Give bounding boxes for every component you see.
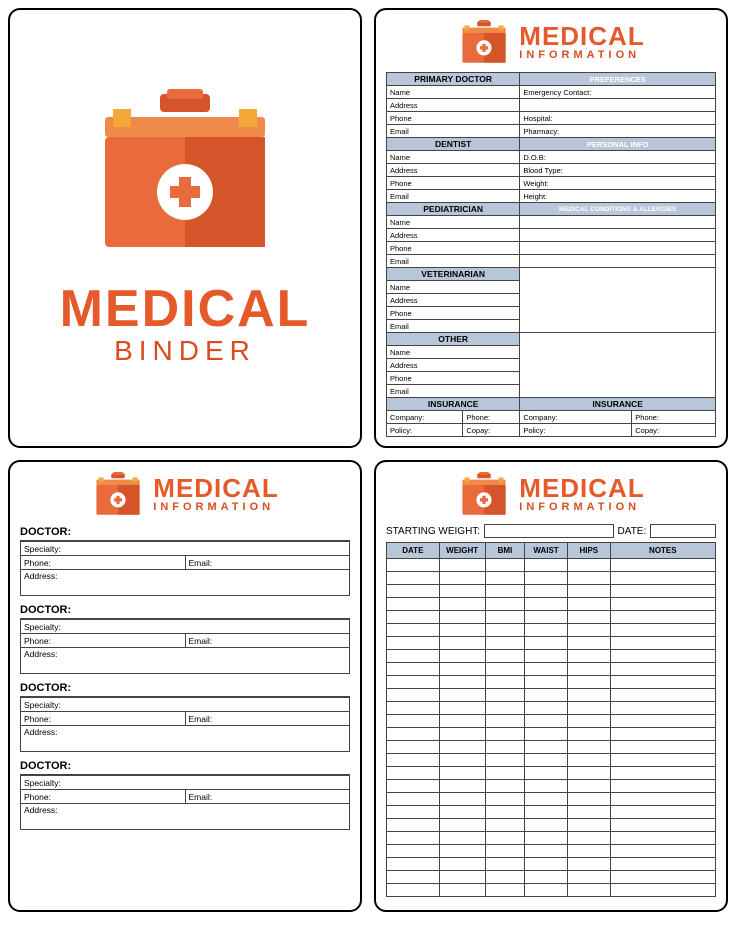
medical-kit-icon <box>457 472 511 518</box>
doctor-title: DOCTOR: <box>20 680 350 697</box>
header-title: MEDICAL <box>519 475 644 501</box>
date-label: DATE: <box>618 526 647 537</box>
info-table: PRIMARY DOCTORPREFERENCESNameEmergency C… <box>386 72 716 437</box>
date-input[interactable] <box>650 524 716 538</box>
doctors-header: MEDICAL INFORMATION <box>20 472 350 518</box>
header-subtitle: INFORMATION <box>519 49 644 62</box>
doctors-list: DOCTOR:Specialty:Phone:Email:Address:DOC… <box>20 524 350 830</box>
cover-subtitle: BINDER <box>114 335 256 367</box>
weight-card: MEDICAL INFORMATION STARTING WEIGHT: DAT… <box>374 460 728 912</box>
starting-weight-row: STARTING WEIGHT: DATE: <box>386 524 716 538</box>
header-title: MEDICAL <box>519 23 644 49</box>
starting-weight-label: STARTING WEIGHT: <box>386 526 480 537</box>
info-header: MEDICAL INFORMATION <box>386 20 716 66</box>
starting-weight-input[interactable] <box>484 524 613 538</box>
doctor-block: DOCTOR:Specialty:Phone:Email:Address: <box>20 680 350 752</box>
doctor-title: DOCTOR: <box>20 524 350 541</box>
doctors-card: MEDICAL INFORMATION DOCTOR:Specialty:Pho… <box>8 460 362 912</box>
medical-kit-icon <box>91 472 145 518</box>
medical-kit-icon <box>457 20 511 66</box>
doctor-title: DOCTOR: <box>20 758 350 775</box>
doctor-block: DOCTOR:Specialty:Phone:Email:Address: <box>20 602 350 674</box>
header-title: MEDICAL <box>153 475 278 501</box>
header-subtitle: INFORMATION <box>153 501 278 514</box>
weight-table: DATEWEIGHTBMIWAISTHIPSNOTES <box>386 542 716 897</box>
doctor-block: DOCTOR:Specialty:Phone:Email:Address: <box>20 758 350 830</box>
doctor-block: DOCTOR:Specialty:Phone:Email:Address: <box>20 524 350 596</box>
weight-header: MEDICAL INFORMATION <box>386 472 716 518</box>
cover-title: MEDICAL <box>60 279 311 339</box>
doctor-title: DOCTOR: <box>20 602 350 619</box>
medical-kit-icon <box>85 89 285 259</box>
info-card: MEDICAL INFORMATION PRIMARY DOCTORPREFER… <box>374 8 728 448</box>
cover-card: MEDICAL BINDER <box>8 8 362 448</box>
header-subtitle: INFORMATION <box>519 501 644 514</box>
